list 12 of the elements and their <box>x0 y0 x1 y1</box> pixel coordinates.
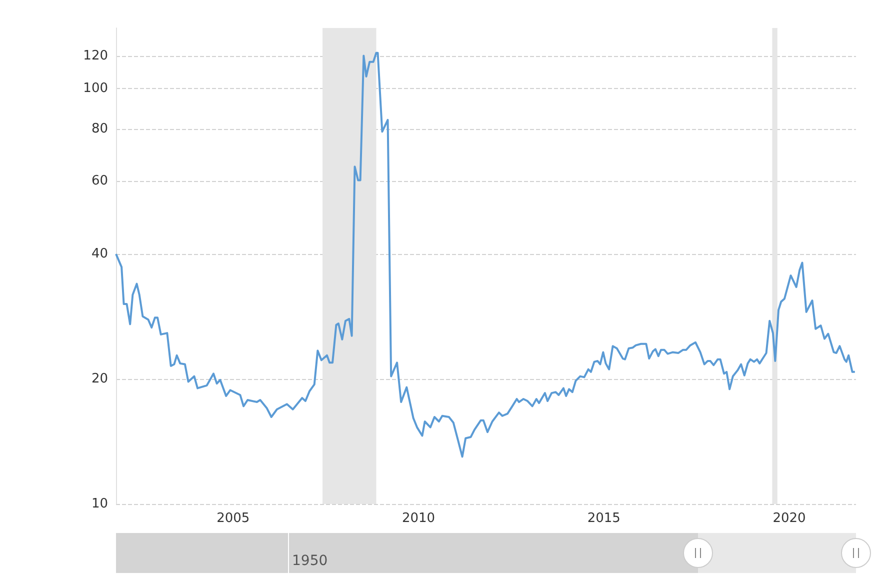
x-tick-label: 2020 <box>772 511 806 526</box>
y-tick-label: 10 <box>91 496 108 512</box>
y-tick-label: 20 <box>91 371 108 386</box>
y-tick-label: 80 <box>91 121 108 136</box>
x-tick-label: 2005 <box>216 511 250 526</box>
y-tick-label: 40 <box>91 246 108 262</box>
y-tick-label: 100 <box>83 81 108 96</box>
y-tick-label: 60 <box>91 173 108 188</box>
y-tick-label: 120 <box>83 48 108 64</box>
line-series <box>115 52 856 458</box>
x-tick-label: 2010 <box>402 511 436 526</box>
x-tick-label: 2015 <box>587 511 620 526</box>
